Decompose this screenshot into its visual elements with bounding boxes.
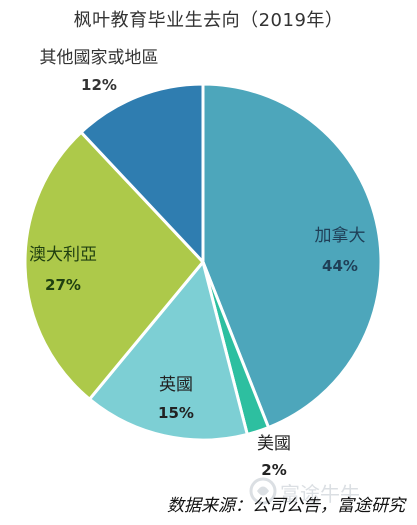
slice-label: 英國 xyxy=(159,375,193,395)
pie-slice xyxy=(23,130,205,401)
chart-title: 枫叶教育毕业生去向（2019年） xyxy=(73,10,344,31)
source-note: 数据来源：公司公告，富途研究 xyxy=(167,496,405,516)
slice-label: 其他國家或地區 xyxy=(40,48,159,68)
slice-label: 美國 xyxy=(257,434,291,454)
pie-slice xyxy=(79,82,205,264)
labels-layer: 加拿大 44% 美國 2% 英國 15% 澳大利亞 27% 其他國家或地區 12% xyxy=(29,48,366,479)
watermark-logo-icon xyxy=(249,477,277,505)
watermark-text: 富途牛牛 xyxy=(280,482,360,506)
slice-value-label: 12% xyxy=(81,76,117,94)
slice-value-label: 44% xyxy=(322,257,358,275)
pie-slice xyxy=(88,260,249,442)
slice-value-label: 15% xyxy=(158,404,194,422)
slice-value-label: 27% xyxy=(45,276,81,294)
slices-layer xyxy=(23,82,383,442)
slice-value-label: 2% xyxy=(261,461,286,479)
pie-slice xyxy=(201,82,383,429)
slice-label: 澳大利亞 xyxy=(29,245,97,265)
leader-line xyxy=(261,433,267,441)
watermark: 富途牛牛 xyxy=(248,476,408,506)
slice-label: 加拿大 xyxy=(315,225,366,246)
